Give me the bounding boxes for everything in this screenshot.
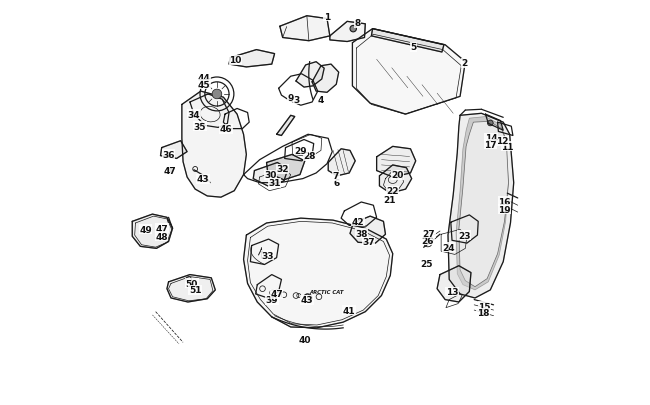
Text: 26: 26	[422, 236, 434, 245]
Polygon shape	[328, 149, 356, 176]
Polygon shape	[132, 215, 173, 249]
Circle shape	[350, 26, 356, 33]
Text: 35: 35	[194, 122, 206, 131]
Text: 20: 20	[391, 171, 404, 180]
Polygon shape	[296, 62, 324, 88]
Text: 10: 10	[229, 56, 242, 65]
Text: 34: 34	[188, 110, 200, 119]
Text: 11: 11	[501, 143, 514, 151]
Text: 7: 7	[333, 172, 339, 181]
Polygon shape	[312, 65, 339, 93]
Text: 31: 31	[268, 179, 281, 188]
Text: 21: 21	[384, 196, 396, 205]
Text: 32: 32	[276, 165, 289, 174]
Text: 8: 8	[354, 19, 360, 28]
Text: 9: 9	[287, 94, 294, 102]
Text: 19: 19	[498, 205, 511, 214]
Text: 47: 47	[155, 224, 168, 233]
Text: 47: 47	[270, 290, 283, 299]
Text: 49: 49	[139, 225, 152, 234]
Text: 41: 41	[343, 306, 356, 315]
Text: 28: 28	[304, 152, 316, 161]
Circle shape	[167, 168, 172, 173]
Text: 25: 25	[421, 259, 433, 268]
Text: 50: 50	[186, 279, 198, 288]
Text: 23: 23	[458, 231, 471, 240]
Polygon shape	[244, 219, 393, 328]
Text: ARCTIC CAT: ARCTIC CAT	[310, 289, 345, 294]
Text: 43: 43	[300, 295, 313, 304]
Polygon shape	[456, 117, 508, 290]
Text: 39: 39	[265, 295, 278, 304]
Text: 5: 5	[411, 43, 417, 52]
Text: 40: 40	[298, 335, 311, 344]
Text: 48: 48	[155, 232, 168, 241]
Text: 36: 36	[162, 151, 175, 160]
Polygon shape	[376, 147, 416, 177]
Text: 37: 37	[362, 237, 375, 246]
Text: 44: 44	[198, 73, 211, 82]
Text: 18: 18	[477, 309, 489, 318]
Polygon shape	[350, 217, 385, 243]
Circle shape	[488, 121, 493, 126]
Text: 4: 4	[318, 96, 324, 104]
Text: 3: 3	[294, 96, 300, 104]
Polygon shape	[277, 116, 294, 136]
Polygon shape	[459, 122, 508, 287]
Text: 46: 46	[220, 125, 233, 134]
Polygon shape	[266, 155, 305, 180]
Text: 2: 2	[461, 59, 467, 68]
Text: 27: 27	[422, 229, 436, 239]
Polygon shape	[182, 92, 246, 198]
Polygon shape	[448, 114, 514, 298]
Text: 30: 30	[265, 171, 277, 180]
Text: 38: 38	[355, 229, 367, 239]
Text: 16: 16	[498, 197, 511, 206]
Text: 43: 43	[197, 175, 209, 183]
Polygon shape	[330, 22, 365, 43]
Text: 45: 45	[198, 81, 211, 90]
Polygon shape	[229, 51, 274, 68]
Text: 17: 17	[484, 141, 497, 149]
Text: 22: 22	[387, 187, 399, 196]
Text: 33: 33	[261, 251, 274, 260]
Polygon shape	[280, 17, 330, 42]
Text: 15: 15	[478, 302, 491, 311]
Text: 24: 24	[442, 243, 455, 252]
Text: 47: 47	[163, 166, 176, 176]
Text: 13: 13	[446, 287, 458, 296]
Polygon shape	[161, 141, 187, 159]
Polygon shape	[371, 30, 444, 53]
Polygon shape	[380, 166, 411, 194]
Text: 14: 14	[485, 134, 497, 143]
Text: 29: 29	[294, 147, 307, 156]
Polygon shape	[167, 275, 215, 302]
Text: 12: 12	[496, 137, 509, 146]
Text: 42: 42	[352, 217, 365, 226]
Text: 1: 1	[324, 13, 330, 22]
Text: 51: 51	[189, 286, 202, 295]
Polygon shape	[437, 266, 471, 302]
Polygon shape	[254, 163, 288, 186]
Text: 6: 6	[334, 179, 340, 188]
Circle shape	[212, 90, 222, 100]
Polygon shape	[352, 30, 465, 115]
